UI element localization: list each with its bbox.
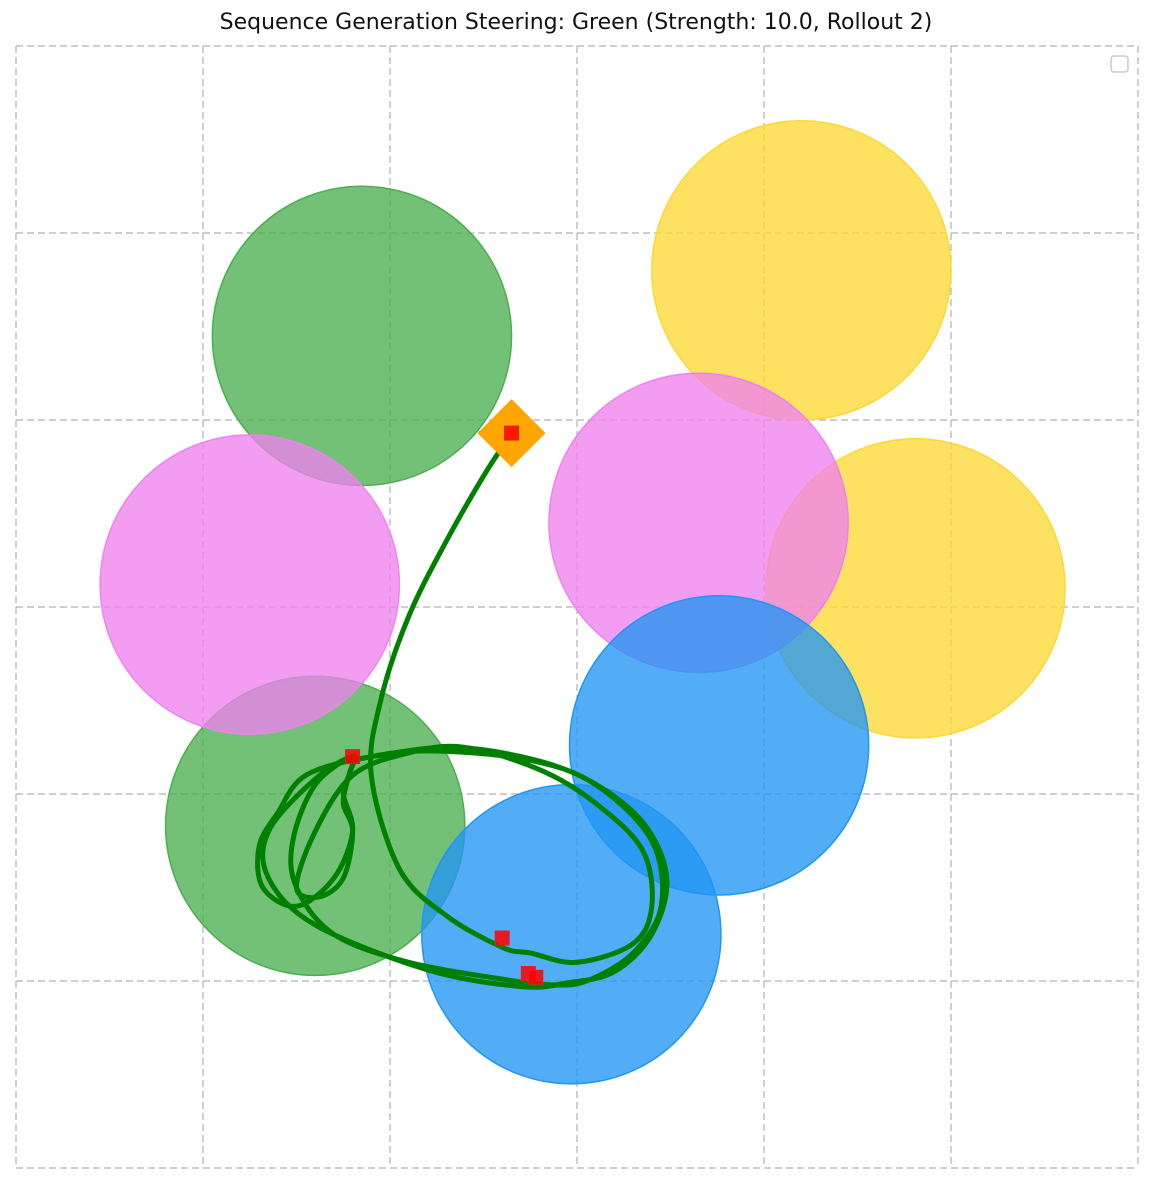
waypoint-marker bbox=[494, 930, 510, 946]
legend-box bbox=[1110, 55, 1129, 73]
blue-circle-2 bbox=[421, 783, 722, 1085]
chart-title: Sequence Generation Steering: Green (Str… bbox=[219, 10, 933, 35]
target-circles bbox=[99, 120, 1066, 1085]
trajectory-line bbox=[255, 430, 670, 990]
trajectory-layer bbox=[255, 430, 670, 990]
waypoint-marker bbox=[504, 425, 520, 441]
waypoint-marker bbox=[528, 969, 544, 985]
pink-circle-1 bbox=[99, 434, 401, 735]
waypoint-marker bbox=[345, 749, 361, 765]
marker-layer bbox=[345, 399, 546, 985]
